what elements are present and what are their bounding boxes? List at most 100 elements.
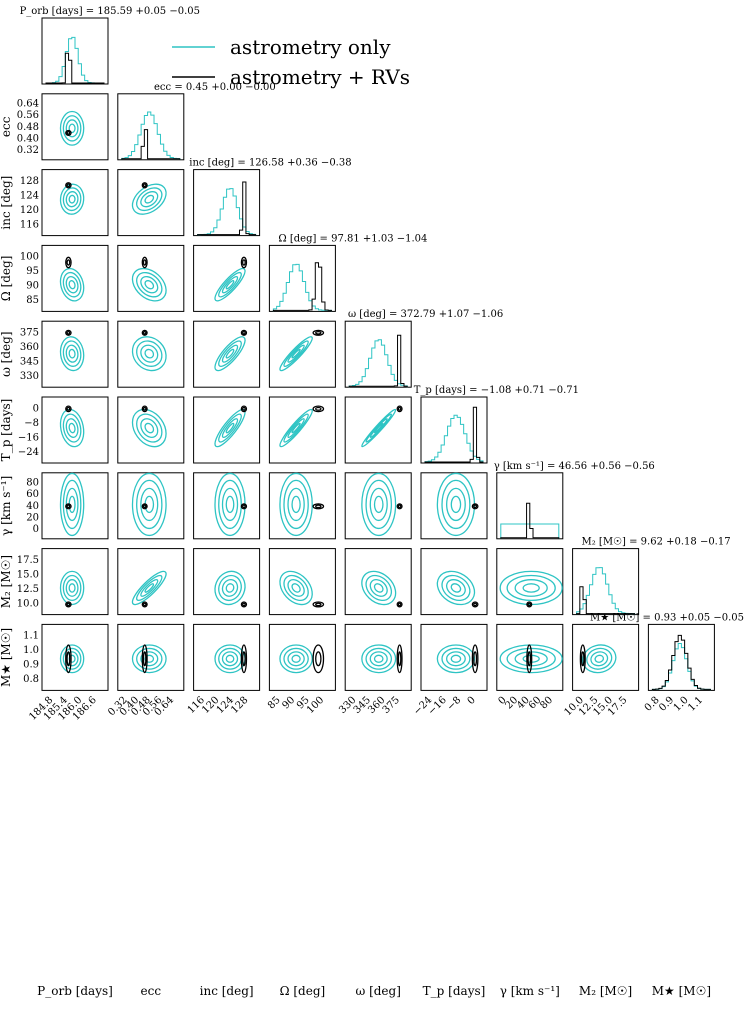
contour-astrometry-only — [65, 651, 79, 667]
contour-astrometry-only — [450, 654, 462, 663]
panel-omega_big-porb: 85 90 95 100 Ω [deg] — [0, 244, 109, 312]
panel-m2-omega_big — [268, 548, 336, 616]
x-tick-label: 375 — [381, 695, 402, 716]
contour-astrometry-rvs — [65, 644, 72, 674]
contour-astrometry-only — [225, 280, 235, 290]
contour-astrometry-only — [590, 651, 609, 667]
contour-astrometry-only — [446, 579, 466, 597]
contour-astrometry-only — [65, 344, 79, 363]
y-tick-label: 17.5 — [17, 555, 39, 566]
contour-astrometry-only — [144, 422, 155, 434]
contour-astrometry-only — [131, 472, 167, 537]
hist-astrometry-only — [424, 414, 484, 463]
panel-frame — [572, 623, 640, 691]
contour-astrometry-rvs — [580, 651, 585, 667]
x-axis-label-omega_big: Ω [deg] — [280, 984, 326, 998]
panel-frame — [193, 396, 261, 464]
contour-astrometry-rvs — [526, 644, 533, 674]
contour-astrometry-rvs — [473, 504, 478, 509]
panel-gamma-omega_big — [268, 472, 336, 540]
contour-astrometry-rvs — [312, 405, 325, 413]
contour-astrometry-rvs — [397, 406, 402, 411]
contour-astrometry-only — [373, 583, 384, 593]
contour-astrometry-only — [62, 271, 82, 298]
hist-astrometry-only — [45, 36, 105, 84]
y-tick-label: 1.1 — [23, 631, 39, 642]
contour-astrometry-rvs — [242, 602, 246, 607]
contour-astrometry-only — [291, 495, 301, 514]
contour-astrometry-rvs — [141, 503, 148, 510]
panel-frame — [496, 472, 564, 540]
contour-astrometry-only — [131, 408, 167, 448]
contour-astrometry-rvs — [142, 602, 147, 607]
contour-astrometry-only — [446, 487, 466, 522]
panel-frame — [117, 169, 185, 237]
panel-title-inc: inc [deg] = 126.58 +0.36 −0.38 — [189, 158, 351, 169]
panel-frame — [344, 548, 412, 616]
hist-astrometry-only — [197, 188, 257, 236]
y-tick-label: 345 — [20, 356, 39, 367]
contour-astrometry-rvs — [315, 602, 322, 607]
contour-astrometry-rvs — [142, 651, 147, 667]
contour-astrometry-rvs — [397, 602, 402, 607]
contour-astrometry-only — [586, 647, 613, 670]
x-tick-label: 100 — [305, 695, 326, 716]
contour-astrometry-only — [214, 472, 246, 537]
contour-astrometry-rvs — [242, 504, 246, 509]
contour-astrometry-only — [287, 418, 305, 438]
contour-astrometry-only — [221, 344, 239, 363]
contour-astrometry-only — [450, 495, 462, 514]
contour-astrometry-only — [221, 651, 239, 667]
contour-astrometry-only — [140, 275, 159, 294]
contour-astrometry-only — [59, 408, 85, 448]
contour-astrometry-rvs — [315, 406, 322, 411]
contour-astrometry-rvs — [142, 183, 147, 188]
contour-astrometry-rvs — [526, 601, 533, 608]
contour-astrometry-only — [369, 487, 388, 522]
contour-astrometry-rvs — [66, 183, 71, 188]
contour-astrometry-rvs — [141, 601, 148, 608]
panel-frame — [193, 169, 261, 237]
contour-astrometry-only — [283, 574, 309, 602]
panel-m2-inc — [193, 548, 261, 616]
contour-astrometry-only — [291, 348, 301, 359]
contour-astrometry-only — [499, 644, 563, 674]
contour-astrometry-only — [441, 479, 471, 530]
y-axis-label-inc: inc [deg] — [0, 176, 13, 230]
contour-astrometry-only — [506, 574, 556, 602]
contour-astrometry-rvs — [579, 644, 586, 674]
contour-astrometry-only — [68, 422, 76, 434]
contour-astrometry-rvs — [312, 601, 325, 608]
contour-astrometry-only — [59, 110, 85, 146]
legend: astrometry only astrometry + RVs — [172, 35, 410, 89]
contour-astrometry-only — [522, 583, 540, 593]
contour-astrometry-only — [131, 570, 167, 606]
contour-astrometry-only — [140, 418, 159, 438]
contour-astrometry-only — [68, 348, 76, 359]
contour-astrometry-rvs — [66, 330, 71, 335]
contour-astrometry-only — [136, 647, 163, 670]
contour-astrometry-only — [361, 570, 397, 606]
y-tick-label: 0.64 — [17, 99, 39, 110]
panel-frame — [117, 472, 185, 540]
contour-astrometry-only — [59, 267, 85, 302]
hist-astrometry-rvs — [121, 129, 181, 160]
contour-astrometry-only — [287, 487, 305, 522]
contour-astrometry-only — [450, 583, 462, 593]
y-tick-label: 128 — [20, 176, 39, 187]
hist-astrometry-rvs — [576, 586, 636, 615]
contour-astrometry-rvs — [66, 259, 71, 266]
hist-astrometry-rvs — [651, 634, 711, 691]
y-tick-label: 0.32 — [17, 145, 39, 156]
contour-astrometry-rvs — [65, 182, 72, 189]
contour-astrometry-only — [218, 340, 242, 367]
contour-astrometry-only — [291, 583, 301, 593]
contour-astrometry-rvs — [315, 504, 322, 509]
contour-astrometry-only — [218, 574, 242, 602]
x-axis-label-omega_small: ω [deg] — [355, 984, 400, 998]
x-tick-label: 128 — [229, 695, 250, 716]
contour-astrometry-rvs — [142, 504, 147, 509]
